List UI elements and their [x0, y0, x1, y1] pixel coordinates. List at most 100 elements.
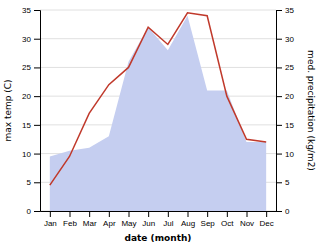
- tick-label: May: [121, 219, 136, 228]
- tick-label: Oct: [221, 219, 234, 228]
- tick-mark: [129, 211, 130, 217]
- tick: Feb: [63, 211, 77, 228]
- tick-label: Feb: [63, 219, 77, 228]
- tick: 10: [22, 150, 40, 159]
- tick: 10: [276, 150, 294, 159]
- tick-label: Dec: [260, 219, 274, 228]
- tick: 15: [22, 121, 40, 130]
- tick-mark: [34, 67, 40, 68]
- tick: Jan: [44, 211, 57, 228]
- tick-label: 5: [285, 178, 290, 187]
- tick-label: 20: [285, 92, 294, 101]
- axis-line: [34, 11, 41, 212]
- grid-line: [40, 10, 276, 11]
- tick: 35: [276, 6, 294, 15]
- y-axis: 0 5 10 15 20 25 30 35: [22, 6, 40, 216]
- tick-label: 0: [27, 207, 32, 216]
- tick-mark: [34, 211, 40, 212]
- tick-mark: [34, 125, 40, 126]
- chart: Jan Feb Mar Apr May Jun Jul Aug Sep Oct Nov Dec 0 5 10…: [0, 0, 318, 247]
- tick-mark: [227, 211, 228, 217]
- tick-mark: [266, 211, 267, 217]
- tick-mark: [70, 211, 71, 217]
- tick: Oct: [221, 211, 234, 228]
- tick: 0: [27, 207, 40, 216]
- x-axis-title: date (month): [125, 233, 192, 243]
- tick-mark: [50, 211, 51, 217]
- y2-axis-title: med. precipitation (kg/m2): [306, 50, 316, 171]
- tick-label: Sep: [201, 219, 216, 228]
- tick-mark: [276, 10, 282, 11]
- tick: 5: [27, 178, 40, 187]
- marks: [50, 13, 266, 211]
- tick: 15: [276, 121, 294, 130]
- tick-mark: [148, 211, 149, 217]
- tick-mark: [276, 125, 282, 126]
- tick: 30: [276, 35, 294, 44]
- y-axis-title: max temp (C): [3, 79, 13, 141]
- tick-label: Nov: [240, 219, 254, 228]
- tick-mark: [276, 96, 282, 97]
- x-axis: Jan Feb Mar Apr May Jun Jul Aug Sep Oct Nov Dec: [41, 211, 277, 228]
- tick-label: Jun: [142, 219, 155, 228]
- y2-axis: 0 5 10 15 20 25 30 35: [276, 6, 294, 216]
- tick-mark: [34, 154, 40, 155]
- tick: Apr: [103, 211, 116, 228]
- tick-label: 0: [285, 207, 290, 216]
- tick: Jul: [163, 211, 173, 228]
- tick: 25: [22, 63, 40, 72]
- tick-mark: [276, 154, 282, 155]
- tick: May: [121, 211, 136, 228]
- tick-mark: [168, 211, 169, 217]
- tick-label: 30: [22, 35, 31, 44]
- tick-label: Aug: [181, 219, 195, 228]
- tick-label: 15: [22, 121, 31, 130]
- tick-mark: [34, 182, 40, 183]
- tick-label: Jan: [44, 219, 57, 228]
- tick-label: 35: [22, 6, 31, 15]
- tick-mark: [207, 211, 208, 217]
- tick-mark: [89, 211, 90, 217]
- tick-label: 10: [285, 150, 294, 159]
- tick: 20: [22, 92, 40, 101]
- tick: Dec: [260, 211, 274, 228]
- precipitation-area: [50, 16, 266, 211]
- tick-mark: [34, 96, 40, 97]
- tick: 35: [22, 6, 40, 15]
- tick-label: 10: [22, 150, 31, 159]
- tick: 0: [276, 207, 290, 216]
- tick: Jun: [142, 211, 155, 228]
- tick-label: Mar: [83, 219, 97, 228]
- tick-mark: [109, 211, 110, 217]
- tick-mark: [247, 211, 248, 217]
- tick-mark: [276, 182, 282, 183]
- tick: 30: [22, 35, 40, 44]
- tick-label: 5: [27, 178, 32, 187]
- tick-label: Apr: [103, 219, 116, 228]
- tick-label: 30: [285, 35, 294, 44]
- tick-mark: [276, 211, 282, 212]
- tick-mark: [276, 67, 282, 68]
- tick-label: Jul: [163, 219, 173, 228]
- tick-mark: [34, 39, 40, 40]
- grid: [40, 10, 276, 211]
- tick: 20: [276, 92, 294, 101]
- tick-label: 25: [285, 63, 294, 72]
- tick-label: 25: [22, 63, 31, 72]
- temperature-line: [50, 13, 266, 185]
- tick: Aug: [181, 211, 195, 228]
- tick-label: 15: [285, 121, 294, 130]
- tick-label: 20: [22, 92, 31, 101]
- tick-mark: [34, 10, 40, 11]
- tick: Nov: [240, 211, 254, 228]
- tick: Mar: [83, 211, 97, 228]
- plot: Jan Feb Mar Apr May Jun Jul Aug Sep Oct Nov Dec 0 5 10…: [22, 6, 294, 228]
- tick-mark: [188, 211, 189, 217]
- tick: Sep: [201, 211, 216, 228]
- tick: 5: [276, 178, 290, 187]
- axis-line: [277, 11, 283, 212]
- tick-label: 35: [285, 6, 294, 15]
- tick-mark: [276, 39, 282, 40]
- tick: 25: [276, 63, 294, 72]
- axis-line: [41, 211, 277, 212]
